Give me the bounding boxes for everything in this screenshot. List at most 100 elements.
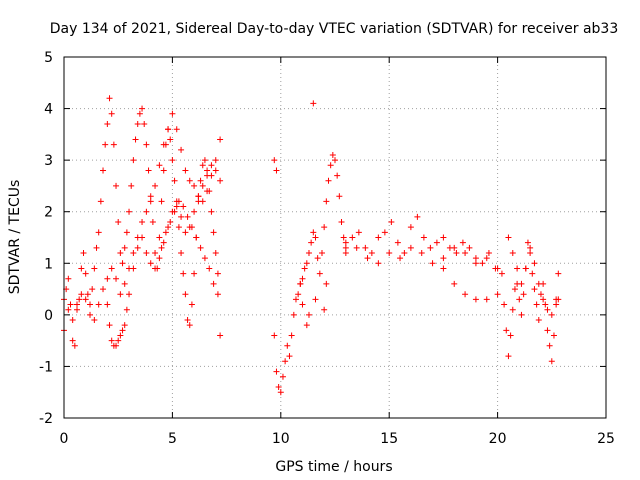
data-point [121,244,128,251]
data-point [522,265,529,272]
data-point [479,260,486,267]
data-point [386,249,393,256]
data-point [303,260,310,267]
data-point [501,301,508,308]
x-tick-label: 0 [60,431,69,447]
data-point [483,255,490,262]
data-points [61,95,562,396]
data-point [104,121,111,128]
data-point [217,136,224,143]
data-point [550,332,557,339]
data-point [305,311,312,318]
y-tick-label: -1 [39,359,53,375]
data-point [511,286,518,293]
data-point [74,306,81,313]
data-point [433,239,440,246]
data-point [286,353,293,360]
data-point [349,234,356,241]
data-point [113,275,120,282]
data-point [65,306,72,313]
data-point [325,177,332,184]
data-point [323,280,330,287]
data-point [288,332,295,339]
data-point [524,239,531,246]
data-point [472,296,479,303]
data-point [472,255,479,262]
data-point [535,317,542,324]
data-point [514,265,521,272]
data-point [117,332,124,339]
data-point [342,249,349,256]
data-point [128,182,135,189]
data-point [505,234,512,241]
data-point [451,244,458,251]
data-point [104,275,111,282]
data-point [115,337,122,344]
data-point [429,260,436,267]
data-point [169,157,176,164]
data-point [191,208,198,215]
data-point [555,296,562,303]
data-point [214,291,221,298]
data-point [113,342,120,349]
data-point [89,286,96,293]
data-point [139,105,146,112]
data-point [364,255,371,262]
data-point [407,224,414,231]
data-point [69,317,76,324]
data-point [529,270,536,277]
data-point [78,265,85,272]
y-tick-label: 3 [44,153,53,169]
data-point [355,229,362,236]
data-point [312,296,319,303]
data-point [542,301,549,308]
data-point [427,244,434,251]
data-point [440,255,447,262]
data-point [407,244,414,251]
data-point [152,265,159,272]
data-point [472,260,479,267]
data-point [82,270,89,277]
data-point [210,229,217,236]
data-point [87,311,94,318]
data-point [544,306,551,313]
data-point [466,244,473,251]
data-point [462,291,469,298]
data-point [106,322,113,329]
data-point [143,141,150,148]
x-tick-label: 5 [168,431,177,447]
data-point [494,265,501,272]
data-point [158,198,165,205]
x-tick-label: 15 [380,431,398,447]
data-point [314,255,321,262]
data-point [171,177,178,184]
data-point [440,234,447,241]
data-point [553,301,560,308]
data-point [531,286,538,293]
data-point [290,311,297,318]
data-point [381,229,388,236]
data-point [93,244,100,251]
grid [64,57,606,418]
data-point [420,234,427,241]
data-point [130,265,137,272]
data-point [332,157,338,164]
data-point [115,219,122,226]
data-point [299,275,306,282]
data-point [191,270,198,277]
data-point [167,219,174,226]
data-point [121,322,128,329]
data-point [188,301,195,308]
data-point [102,141,109,148]
data-point [212,249,219,256]
plot-frame [63,56,607,419]
data-point [418,249,425,256]
data-point [451,280,458,287]
data-point [160,141,167,148]
data-point [520,291,527,298]
data-point [182,291,189,298]
data-point [100,167,107,174]
data-point [186,177,193,184]
data-point [108,337,115,344]
y-tick-label: 5 [44,50,53,66]
